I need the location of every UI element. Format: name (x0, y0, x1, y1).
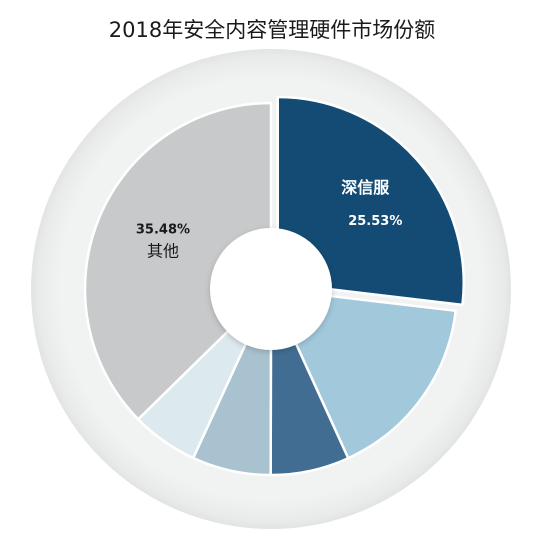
pie-slice-6 (83, 101, 273, 421)
slice-category-label: 深信服 (341, 178, 390, 197)
pie-slice-2 (269, 287, 457, 460)
pie-slice-1 (276, 95, 465, 307)
slice-category-label: 其他 (147, 242, 179, 261)
chart-title: 2018年安全内容管理硬件市场份额 (108, 18, 436, 42)
pie-slices (83, 95, 465, 477)
slice-value-label: 25.53% (348, 214, 402, 229)
slice-value-label: 35.48% (136, 223, 190, 238)
donut-center-hole (210, 228, 332, 350)
slice-labels: 深信服 25.53% 其他 35.48% (136, 178, 403, 260)
